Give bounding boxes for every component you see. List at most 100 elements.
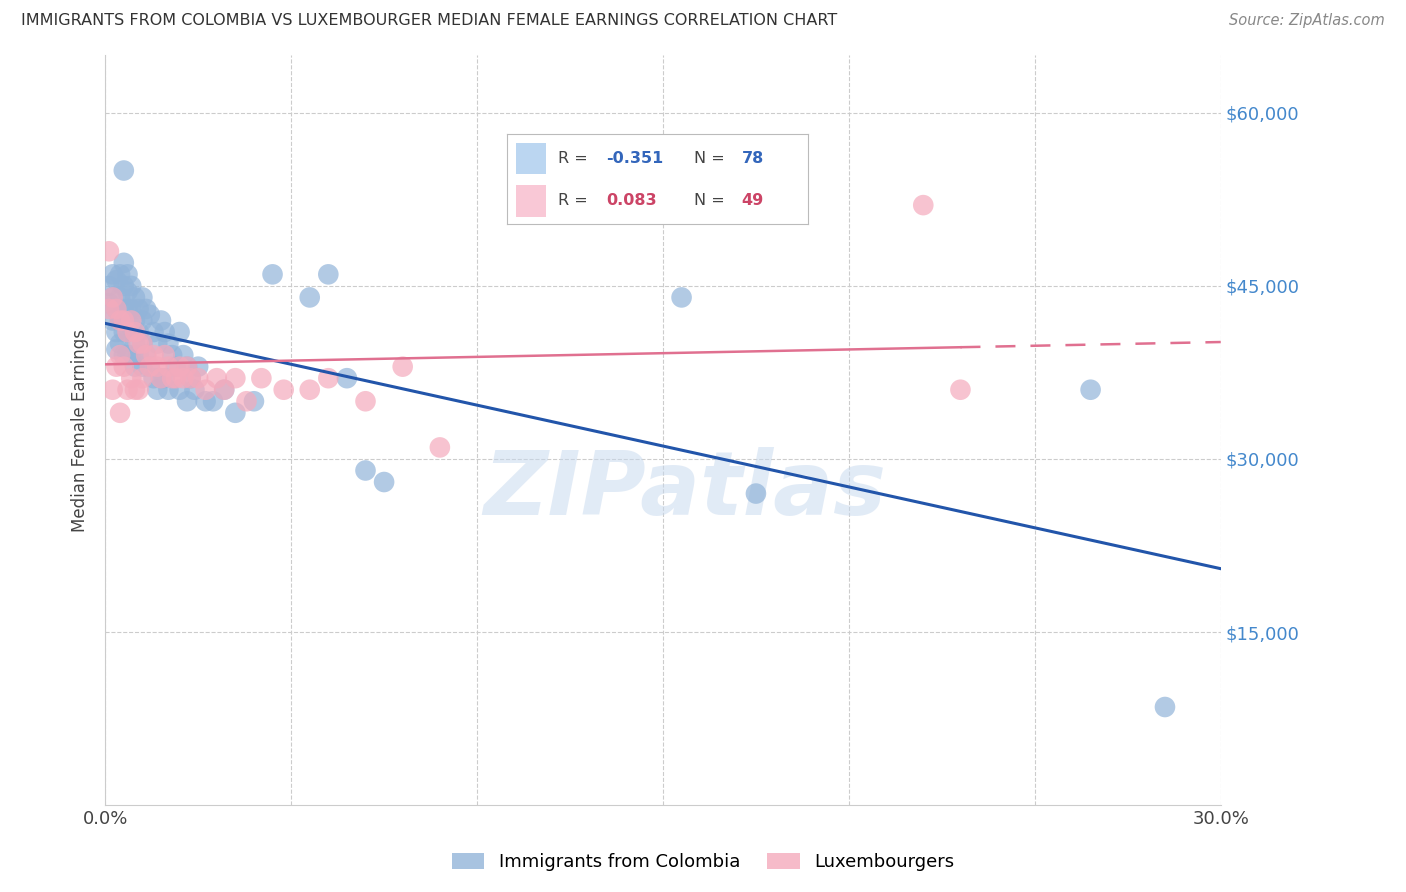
Point (120, 279, 142, 293)
Point (157, 359, 180, 374)
Point (124, 325, 146, 339)
Point (194, 383, 217, 397)
Point (212, 383, 235, 397)
Point (354, 463, 377, 477)
Point (153, 325, 176, 339)
Point (150, 371, 173, 385)
Point (336, 371, 359, 385)
Point (176, 359, 198, 374)
Point (97, 296, 120, 310)
Point (120, 313, 142, 327)
Point (108, 313, 131, 327)
Point (150, 371, 173, 385)
Point (117, 383, 139, 397)
Point (187, 371, 209, 385)
Point (142, 348, 165, 362)
Point (128, 336, 150, 351)
Point (224, 406, 246, 420)
Point (97, 244, 120, 259)
Point (97, 279, 120, 293)
Point (101, 268, 124, 282)
Point (124, 336, 146, 351)
Point (176, 394, 198, 409)
Point (108, 313, 131, 327)
Point (135, 348, 157, 362)
Point (142, 325, 165, 339)
Point (318, 268, 340, 282)
Point (131, 336, 153, 351)
Point (139, 359, 162, 374)
Point (169, 325, 191, 339)
Point (146, 383, 169, 397)
Point (429, 441, 451, 455)
Point (105, 301, 128, 316)
Point (101, 383, 124, 397)
Point (124, 383, 146, 397)
Legend: Immigrants from Colombia, Luxembourgers: Immigrants from Colombia, Luxembourgers (444, 846, 962, 879)
Point (318, 371, 340, 385)
Point (165, 371, 187, 385)
Point (354, 394, 377, 409)
Point (160, 348, 183, 362)
Point (153, 348, 176, 362)
Point (101, 290, 124, 304)
Point (912, 198, 935, 212)
Point (160, 371, 183, 385)
Point (165, 359, 187, 374)
Point (202, 394, 225, 409)
Point (128, 383, 150, 397)
Point (146, 336, 169, 351)
Point (117, 285, 139, 299)
Point (373, 475, 395, 489)
Point (112, 313, 135, 327)
Point (120, 301, 142, 316)
Point (120, 348, 142, 362)
Point (101, 290, 124, 304)
Text: Source: ZipAtlas.com: Source: ZipAtlas.com (1229, 13, 1385, 29)
Point (131, 359, 153, 374)
Point (120, 371, 142, 385)
Point (117, 325, 139, 339)
Point (105, 273, 128, 287)
Point (120, 319, 142, 334)
Point (108, 268, 131, 282)
Point (180, 371, 202, 385)
Point (105, 301, 128, 316)
Point (243, 394, 266, 409)
Point (194, 394, 217, 409)
Point (139, 359, 162, 374)
Point (1154, 700, 1177, 714)
Point (135, 348, 157, 362)
Point (142, 371, 165, 385)
Point (135, 301, 157, 316)
Point (105, 325, 128, 339)
Point (157, 336, 180, 351)
Point (224, 371, 246, 385)
Point (128, 325, 150, 339)
Point (117, 268, 139, 282)
Point (128, 348, 150, 362)
Point (131, 290, 153, 304)
Point (131, 371, 153, 385)
Point (205, 371, 228, 385)
Y-axis label: Median Female Earnings: Median Female Earnings (72, 328, 89, 532)
Point (97, 301, 120, 316)
Point (169, 383, 191, 397)
Point (105, 343, 128, 357)
Point (101, 313, 124, 327)
Point (153, 371, 176, 385)
Point (117, 325, 139, 339)
Point (105, 359, 128, 374)
Point (131, 336, 153, 351)
Point (112, 359, 135, 374)
Point (235, 394, 257, 409)
Point (157, 383, 180, 397)
Point (1080, 383, 1102, 397)
Point (183, 383, 205, 397)
Point (169, 359, 191, 374)
Point (108, 406, 131, 420)
Point (112, 163, 135, 178)
Point (112, 279, 135, 293)
Point (112, 256, 135, 270)
Point (108, 348, 131, 362)
